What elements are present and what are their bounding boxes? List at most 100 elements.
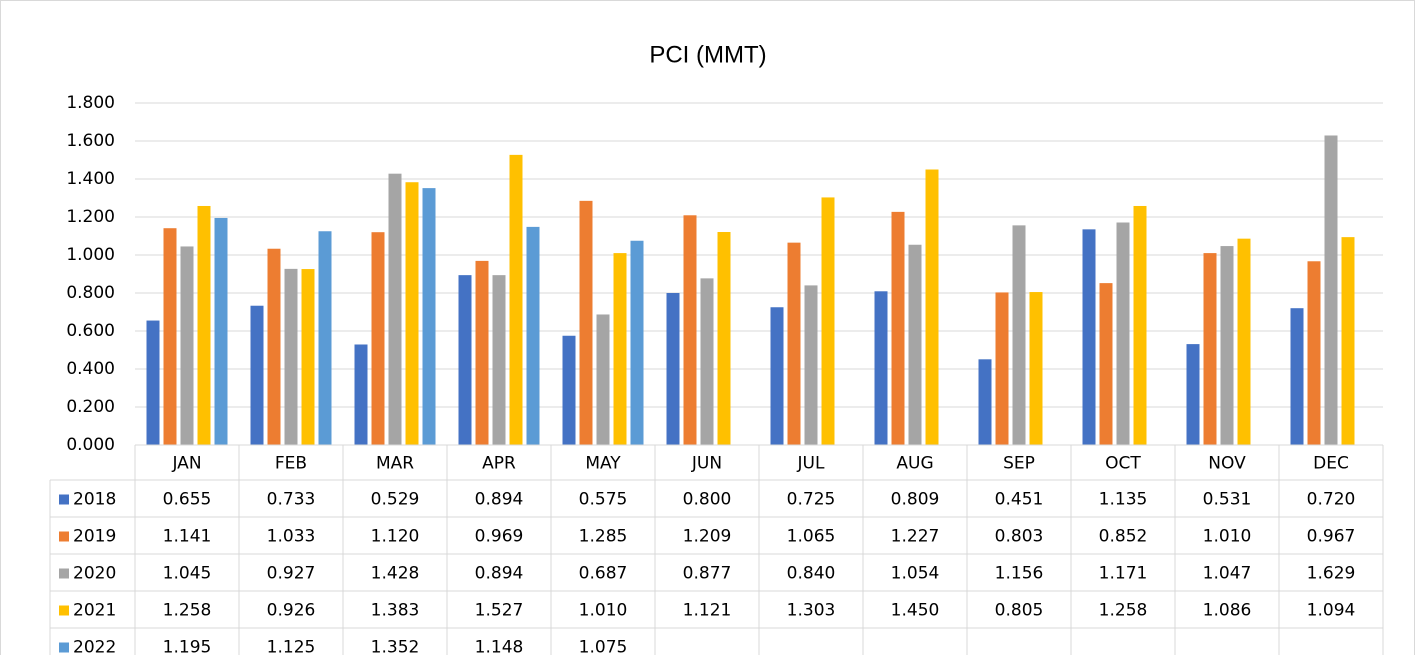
table-cell: 1.086 bbox=[1203, 601, 1252, 621]
bar bbox=[509, 154, 523, 445]
y-tick-label: 1.600 bbox=[66, 131, 115, 151]
y-tick-label: 0.800 bbox=[66, 283, 115, 303]
bar bbox=[458, 275, 472, 445]
legend-swatch bbox=[59, 642, 69, 653]
table-cell: 1.010 bbox=[579, 601, 628, 621]
table-cell: 0.894 bbox=[475, 564, 524, 584]
chart-title: PCI (MMT) bbox=[649, 41, 766, 68]
x-tick-label: DEC bbox=[1313, 454, 1349, 474]
table-cell: 1.148 bbox=[475, 638, 524, 655]
table-cell: 1.352 bbox=[371, 638, 420, 655]
x-tick-label: JAN bbox=[171, 454, 201, 474]
x-tick-label: SEP bbox=[1003, 454, 1035, 474]
bar bbox=[1307, 261, 1321, 445]
bar bbox=[1220, 246, 1234, 445]
table-cell: 0.529 bbox=[371, 490, 420, 510]
bar bbox=[596, 314, 610, 445]
legend-label: 2019 bbox=[73, 527, 116, 547]
bar bbox=[770, 307, 784, 445]
bar bbox=[1290, 308, 1304, 445]
table-cell: 0.687 bbox=[579, 564, 628, 584]
table-cell: 1.629 bbox=[1307, 564, 1356, 584]
table-cell: 1.258 bbox=[1099, 601, 1148, 621]
bar bbox=[301, 269, 315, 445]
table-cell: 0.805 bbox=[995, 601, 1044, 621]
x-tick-label: APR bbox=[482, 454, 516, 474]
bar bbox=[666, 293, 680, 445]
table-cell: 1.303 bbox=[787, 601, 836, 621]
bar bbox=[978, 359, 992, 445]
table-cell: 1.527 bbox=[475, 601, 524, 621]
table-cell: 1.120 bbox=[371, 527, 420, 547]
bar bbox=[1082, 229, 1096, 445]
table-cell: 1.047 bbox=[1203, 564, 1252, 584]
bar bbox=[700, 278, 714, 445]
table-cell: 1.135 bbox=[1099, 490, 1148, 510]
bar bbox=[1133, 205, 1147, 445]
bar bbox=[388, 173, 402, 445]
table-cell: 1.450 bbox=[891, 601, 940, 621]
table-cell: 1.075 bbox=[579, 638, 628, 655]
bar bbox=[874, 291, 888, 445]
table-cell: 0.575 bbox=[579, 490, 628, 510]
bar bbox=[717, 232, 731, 445]
bar bbox=[526, 226, 540, 445]
table-cell: 1.033 bbox=[267, 527, 316, 547]
table-cell: 0.451 bbox=[995, 490, 1044, 510]
x-tick-label: FEB bbox=[275, 454, 307, 474]
x-tick-label: MAY bbox=[585, 454, 621, 474]
legend-label: 2018 bbox=[73, 490, 116, 510]
bar bbox=[804, 285, 818, 445]
bar bbox=[630, 240, 644, 445]
table-cell: 0.800 bbox=[683, 490, 732, 510]
bar bbox=[995, 292, 1009, 445]
legend-swatch bbox=[59, 531, 69, 542]
table-cell: 1.383 bbox=[371, 601, 420, 621]
table-cell: 0.927 bbox=[267, 564, 316, 584]
bar bbox=[1116, 222, 1130, 445]
bar bbox=[250, 305, 264, 445]
table-cell: 0.877 bbox=[683, 564, 732, 584]
bar bbox=[214, 217, 228, 445]
legend-swatch bbox=[59, 605, 69, 616]
y-tick-label: 1.200 bbox=[66, 207, 115, 227]
table-cell: 0.803 bbox=[995, 527, 1044, 547]
x-tick-label: OCT bbox=[1105, 454, 1141, 474]
table-cell: 0.894 bbox=[475, 490, 524, 510]
table-cell: 1.195 bbox=[163, 638, 212, 655]
bar bbox=[267, 248, 281, 445]
y-tick-label: 1.400 bbox=[66, 169, 115, 189]
bar bbox=[1012, 225, 1026, 445]
table-cell: 1.125 bbox=[267, 638, 316, 655]
table-cell: 1.121 bbox=[683, 601, 732, 621]
table-cell: 1.171 bbox=[1099, 564, 1148, 584]
y-tick-label: 1.000 bbox=[66, 245, 115, 265]
bar bbox=[1324, 135, 1338, 446]
bar bbox=[562, 335, 576, 445]
x-tick-label: NOV bbox=[1208, 454, 1246, 474]
y-tick-label: 0.400 bbox=[66, 359, 115, 379]
table-cell: 1.054 bbox=[891, 564, 940, 584]
bar bbox=[1237, 238, 1251, 445]
bar bbox=[163, 228, 177, 445]
table-cell: 1.010 bbox=[1203, 527, 1252, 547]
legend-label: 2022 bbox=[73, 638, 116, 655]
bar bbox=[284, 268, 298, 445]
bar bbox=[579, 200, 593, 445]
legend-swatch bbox=[59, 494, 69, 505]
table-cell: 0.531 bbox=[1203, 490, 1252, 510]
legend-label: 2020 bbox=[73, 564, 116, 584]
table-cell: 1.209 bbox=[683, 527, 732, 547]
bar bbox=[891, 211, 905, 445]
x-tick-label: JUL bbox=[797, 454, 825, 474]
bar bbox=[422, 188, 436, 445]
bar bbox=[1203, 253, 1217, 445]
y-tick-label: 0.600 bbox=[66, 321, 115, 341]
table-cell: 1.258 bbox=[163, 601, 212, 621]
bar bbox=[371, 232, 385, 445]
x-tick-label: JUN bbox=[691, 454, 722, 474]
table-cell: 0.720 bbox=[1307, 490, 1356, 510]
bar bbox=[1029, 292, 1043, 445]
bar bbox=[1341, 237, 1355, 445]
